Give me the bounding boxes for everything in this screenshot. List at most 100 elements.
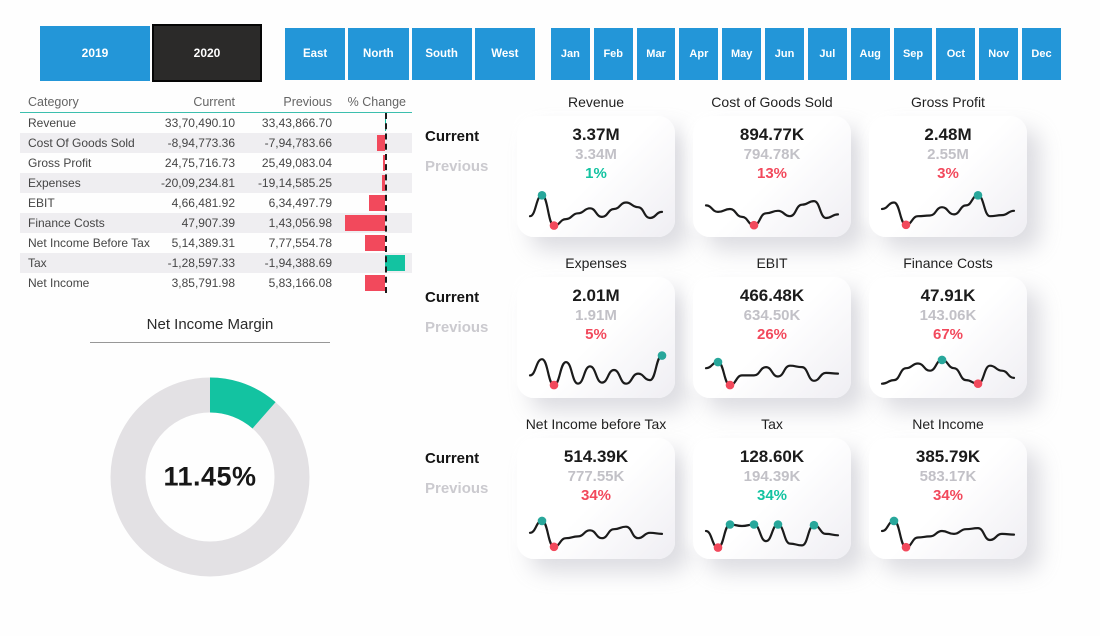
kpi-current-value: 894.77K [739,125,805,144]
month-button-apr[interactable]: Apr [679,28,719,80]
kpi-card-revenue[interactable]: 3.37M 3.34M 1% [517,116,675,237]
month-button-jan[interactable]: Jan [551,28,590,80]
kpi-row: Current Previous Expenses 2.01M 1.91M 5% EBIT 4… [425,255,1085,398]
kpi-column: Tax 128.60K 194.39K 34% [693,416,851,559]
month-button-oct[interactable]: Oct [936,28,976,80]
kpi-title: Finance Costs [903,255,993,271]
previous-label: Previous [425,480,489,497]
month-button-feb[interactable]: Feb [593,28,633,80]
month-button-jun[interactable]: Jun [765,28,804,80]
high-point-dot [725,520,735,529]
table-row[interactable]: Cost Of Goods Sold -8,94,773.36 -7,94,783.… [20,133,412,153]
table-row[interactable]: EBIT 4,66,481.92 6,34,497.79 [20,193,412,213]
month-button-nov[interactable]: Nov [979,28,1019,80]
year-button-2020[interactable]: 2020 [152,24,262,82]
year-button-2019[interactable]: 2019 [40,25,150,81]
sparkline [880,191,1016,230]
region-button-north[interactable]: North [348,28,409,80]
kpi-card-tax[interactable]: 128.60K 194.39K 34% [693,438,851,559]
change-bar [369,195,385,211]
low-point-dot [973,379,983,388]
month-button-aug[interactable]: Aug [850,28,890,80]
kpi-previous-value: 143.06K [919,307,977,324]
kpi-row-labels: Current Previous [425,255,517,398]
header-previous[interactable]: Previous [283,95,332,109]
kpi-previous-value: 3.34M [575,146,617,163]
month-button-mar[interactable]: Mar [636,28,676,80]
kpi-card-ebit[interactable]: 466.48K 634.50K 26% [693,277,851,398]
donut-arc[interactable] [110,377,310,577]
region-button-west[interactable]: West [474,28,535,80]
sparkline [528,351,667,390]
sparkline-path [880,358,1016,385]
kpi-previous-value: 794.78K [743,146,801,163]
change-bar-cell [332,133,412,153]
month-button-dec[interactable]: Dec [1022,28,1061,80]
kpi-title: EBIT [756,255,788,271]
donut-svg [110,377,310,577]
previous-cell: 1,43,056.98 [268,216,332,230]
kpi-current-value: 466.48K [739,286,805,305]
high-point-dot [537,516,547,526]
kpi-card-expenses[interactable]: 2.01M 1.91M 5% [517,277,675,398]
category-cell: EBIT [28,196,55,210]
month-button-may[interactable]: May [722,28,762,80]
kpi-card-cost-of-goods-sold[interactable]: 894.77K 794.78K 13% [693,116,851,237]
change-bar [385,255,405,271]
donut-chart[interactable]: 11.45% [105,372,315,582]
region-button-east[interactable]: East [285,28,346,80]
table-row[interactable]: Gross Profit 24,75,716.73 25,49,083.04 [20,153,412,173]
change-bar [345,215,385,231]
current-cell: 5,14,389.31 [171,236,235,250]
change-bar-cell [332,253,412,273]
kpi-title: Revenue [567,94,625,110]
kpi-row-labels: Current Previous [425,94,517,237]
table-row[interactable]: Finance Costs 47,907.39 1,43,056.98 [20,213,412,233]
low-point-dot [749,220,759,230]
sparkline [704,199,840,230]
kpi-current-value: 385.79K [915,447,981,466]
sparkline [880,516,1016,552]
kpi-card-gross-profit[interactable]: 2.48M 2.55M 3% [869,116,1027,237]
month-button-jul[interactable]: Jul [807,28,847,80]
sparkline-path [880,194,1016,226]
kpi-card-net-income[interactable]: 385.79K 583.17K 34% [869,438,1027,559]
month-button-sep[interactable]: Sep [893,28,933,80]
low-point-dot [713,543,723,552]
sparkline-path [704,523,840,549]
low-point-dot [549,221,559,230]
header-change[interactable]: % Change [347,95,406,109]
kpi-row: Current Previous Revenue 3.37M 3.34M 1% Cost o… [425,94,1085,237]
table-row[interactable]: Net Income Before Tax 5,14,389.31 7,77,554… [20,233,412,253]
kpi-columns: Net Income before Tax 514.39K 777.55K 34% Ta… [517,416,1027,559]
sparkline-path [880,519,1016,549]
table-row[interactable]: Net Income 3,85,791.98 5,83,166.08 [20,273,412,293]
kpi-card-net-income-before-tax[interactable]: 514.39K 777.55K 34% [517,438,675,559]
table-row[interactable]: Revenue 33,70,490.10 33,43,866.70 [20,113,412,133]
kpi-card-area: Current Previous Revenue 3.37M 3.34M 1% Cost o… [425,94,1085,577]
kpi-previous-value: 583.17K [919,468,977,485]
previous-cell: -1,94,388.69 [264,256,332,270]
kpi-column: EBIT 466.48K 634.50K 26% [693,255,851,398]
current-cell: -1,28,597.33 [167,256,235,270]
kpi-previous-value: 777.55K [567,468,625,485]
kpi-current-value: 2.48M [924,125,972,144]
kpi-title: Cost of Goods Sold [711,94,833,110]
current-cell: 33,70,490.10 [164,116,235,130]
kpi-previous-value: 194.39K [743,468,801,485]
kpi-title: Net Income before Tax [525,416,667,432]
current-cell: 24,75,716.73 [164,156,235,170]
header-current[interactable]: Current [193,95,235,109]
previous-cell: 6,34,497.79 [268,196,332,210]
category-cell: Net Income [28,276,90,290]
category-cell: Revenue [28,116,77,130]
category-cell: Net Income Before Tax [28,236,150,250]
table-row[interactable]: Expenses -20,09,234.81 -19,14,585.25 [20,173,412,193]
high-point-dot [713,357,723,367]
header-category[interactable]: Category [28,95,79,109]
kpi-card-finance-costs[interactable]: 47.91K 143.06K 67% [869,277,1027,398]
kpi-column: Net Income 385.79K 583.17K 34% [869,416,1027,559]
table-row[interactable]: Tax -1,28,597.33 -1,94,388.69 [20,253,412,273]
region-button-south[interactable]: South [411,28,472,80]
kpi-change-percent: 67% [932,326,964,343]
